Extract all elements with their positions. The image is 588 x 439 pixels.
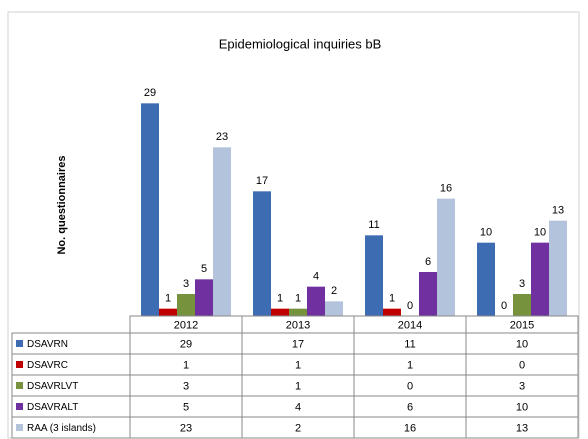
data-label: 10 <box>534 227 546 239</box>
bar <box>195 279 213 316</box>
bar <box>383 308 401 316</box>
table-value: 17 <box>292 338 304 350</box>
table-value: 23 <box>180 422 192 434</box>
table-value: 4 <box>295 401 301 413</box>
data-label: 23 <box>216 131 228 143</box>
table-value: 6 <box>407 401 413 413</box>
legend-label: DSAVRC <box>27 360 68 371</box>
x-tick-label: 2014 <box>398 319 422 331</box>
data-label: 1 <box>165 293 171 305</box>
legend-label: DSAVRALT <box>27 402 78 413</box>
bar <box>531 242 549 316</box>
table-value: 11 <box>404 338 415 350</box>
data-label: 13 <box>552 205 564 217</box>
data-label: 0 <box>407 300 413 312</box>
legend-swatch <box>16 340 23 347</box>
data-label: 29 <box>144 87 156 99</box>
bar <box>271 308 289 316</box>
data-label: 10 <box>480 227 492 239</box>
chart-frame <box>7 11 580 439</box>
legend-swatch <box>16 382 23 389</box>
data-label: 11 <box>368 219 379 231</box>
data-label: 1 <box>277 293 283 305</box>
table-value: 2 <box>295 422 301 434</box>
data-label: 1 <box>295 293 301 305</box>
table-value: 13 <box>516 422 528 434</box>
table-cell <box>465 416 579 439</box>
x-tick-label: 2015 <box>510 319 534 331</box>
y-axis-label: No. questionnaires <box>56 155 68 254</box>
table-value: 3 <box>519 380 525 392</box>
bar <box>513 294 531 316</box>
table-value: 0 <box>407 380 413 392</box>
table-value: 1 <box>295 359 301 371</box>
table-value: 1 <box>295 380 301 392</box>
bar <box>177 294 195 316</box>
x-tick-label: 2013 <box>286 319 310 331</box>
chart-title: Epidemiological inquiries bB <box>219 36 382 51</box>
data-label: 6 <box>425 256 431 268</box>
legend-label: RAA (3 islands) <box>27 423 96 434</box>
table-value: 16 <box>404 422 416 434</box>
x-tick-label: 2012 <box>174 319 198 331</box>
data-label: 4 <box>313 271 319 283</box>
bar <box>307 286 325 316</box>
bar <box>365 235 383 316</box>
legend-swatch <box>16 403 23 410</box>
data-label: 2 <box>331 285 337 297</box>
bar <box>325 301 343 316</box>
bar <box>159 308 177 316</box>
legend-swatch <box>16 424 23 431</box>
bar <box>213 147 231 316</box>
table-value: 10 <box>516 338 528 350</box>
bar <box>253 191 271 316</box>
data-label: 5 <box>201 263 207 275</box>
data-label: 3 <box>183 278 189 290</box>
data-label: 17 <box>256 175 268 187</box>
table-value: 3 <box>183 380 189 392</box>
table-value: 5 <box>183 401 189 413</box>
bar <box>477 242 495 316</box>
legend-label: DSAVRN <box>27 339 68 350</box>
data-label: 1 <box>389 293 395 305</box>
table-value: 1 <box>407 359 413 371</box>
data-label: 16 <box>440 183 452 195</box>
legend-swatch <box>16 361 23 368</box>
table-value: 0 <box>519 359 525 371</box>
table-value: 29 <box>180 338 192 350</box>
bar <box>289 308 307 316</box>
bar <box>549 220 567 316</box>
data-label: 0 <box>501 300 507 312</box>
bar <box>419 272 437 316</box>
data-label: 3 <box>519 278 525 290</box>
table-value: 10 <box>516 401 528 413</box>
bar <box>437 198 455 316</box>
legend-label: DSAVRLVT <box>27 381 78 392</box>
bar <box>141 103 159 316</box>
table-value: 1 <box>183 359 189 371</box>
